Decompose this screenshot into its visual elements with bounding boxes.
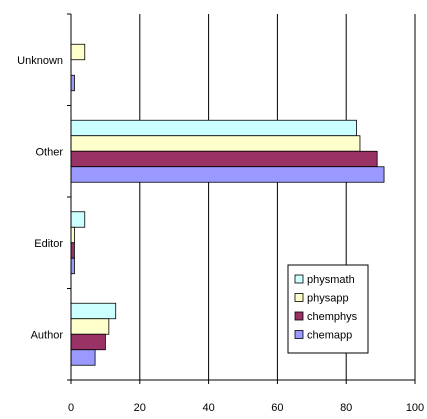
bar-physapp-unknown <box>70 43 86 61</box>
x-tick-label: 40 <box>202 402 214 414</box>
bar-chemapp-unknown <box>70 74 75 92</box>
x-tick-label: 100 <box>406 402 424 414</box>
bar-chemphys-editor <box>70 242 75 259</box>
legend-swatch-chemphys <box>294 311 304 321</box>
x-tick-label: 80 <box>340 402 352 414</box>
bars <box>70 43 385 366</box>
bar-physmath-editor <box>70 211 86 228</box>
legend-swatch-chemapp <box>294 330 304 339</box>
category-label: Author <box>31 329 64 341</box>
legend-label-chemphys: chemphys <box>307 311 358 323</box>
bar-chemphys-author <box>70 333 106 351</box>
grid-lines <box>139 14 416 380</box>
axes: Unknown Other Editor Author 0 20 40 60 80 100 <box>17 13 424 414</box>
x-tick-label: 0 <box>68 402 74 414</box>
legend-label-chemapp: chemapp <box>307 330 352 342</box>
bar-physapp-editor <box>70 226 75 244</box>
bar-physapp-other <box>70 135 361 152</box>
bar-physapp-author <box>70 318 110 335</box>
bar-chemapp-author <box>70 349 96 366</box>
bar-chemapp-editor <box>70 257 75 275</box>
category-label: Other <box>35 146 63 158</box>
legend-swatch-physapp <box>294 293 304 302</box>
bar-physmath-author <box>70 302 117 320</box>
legend-swatch-physmath <box>294 274 304 284</box>
x-tick-label: 60 <box>271 402 283 414</box>
category-label: Unknown <box>17 55 63 67</box>
legend-label-physmath: physmath <box>307 274 355 286</box>
x-tick-label: 20 <box>134 402 146 414</box>
category-label: Editor <box>34 238 63 250</box>
bar-chemapp-other <box>70 166 385 183</box>
legend: physmath physapp chemphys chemapp <box>287 264 369 354</box>
bar-chemphys-other <box>70 150 378 168</box>
bar-physmath-other <box>70 119 357 137</box>
legend-label-physapp: physapp <box>307 293 349 305</box>
